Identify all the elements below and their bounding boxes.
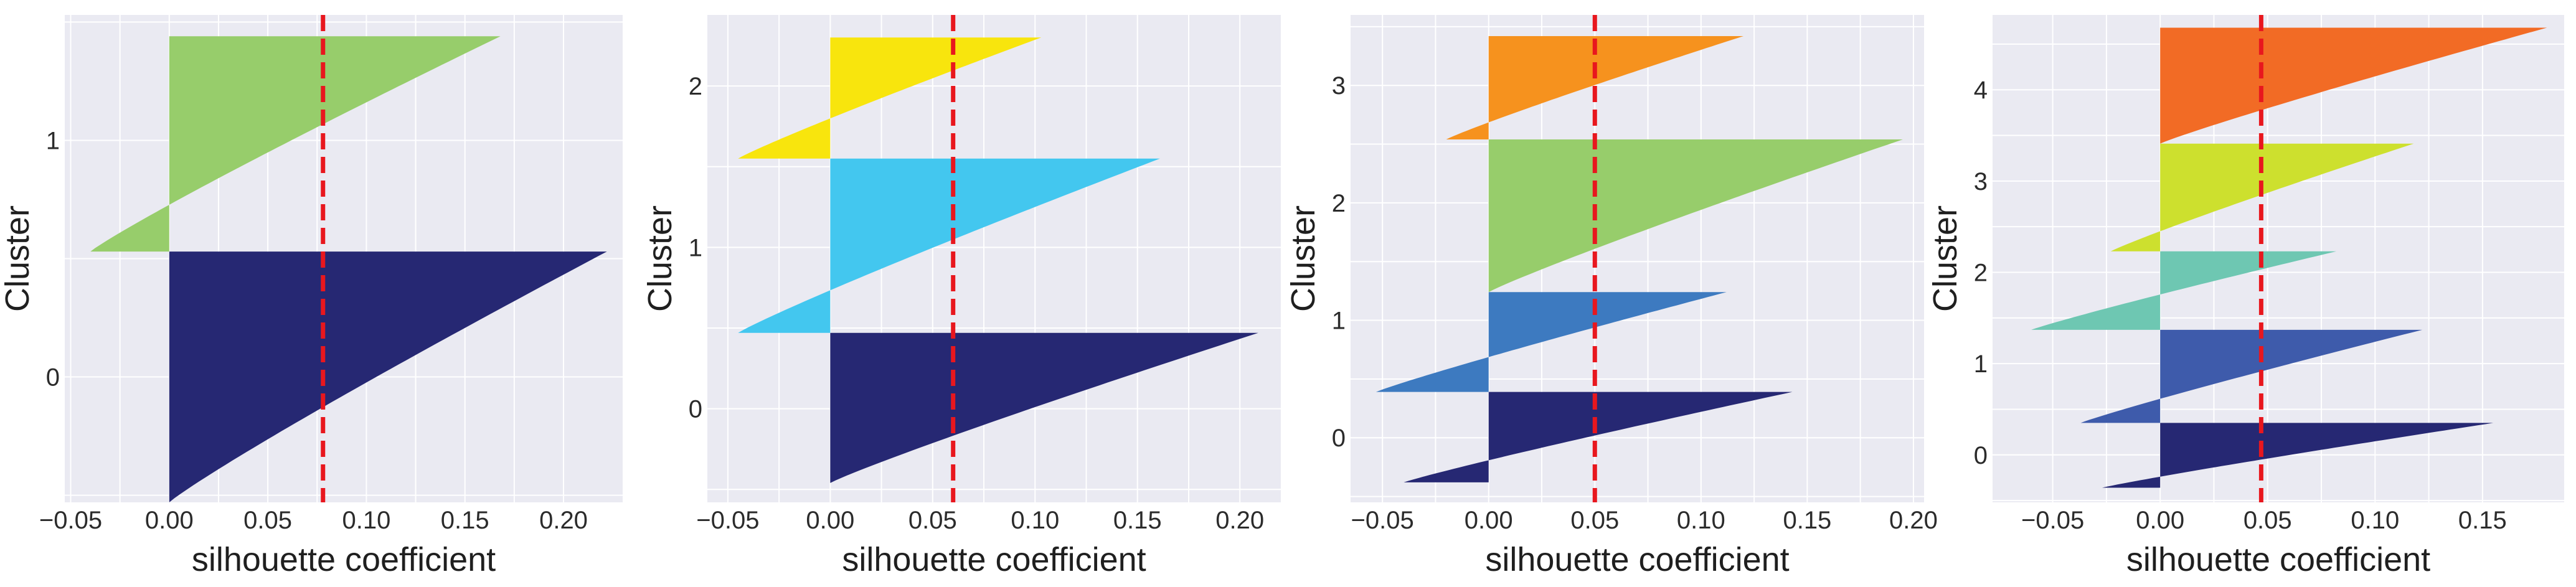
x-tick-label: 0.00 <box>2136 507 2184 534</box>
x-tick-label: 0.20 <box>1215 507 1264 534</box>
cluster-1-silhouette <box>90 36 501 252</box>
cluster-1-silhouette <box>2080 329 2423 423</box>
x-tick-label: 0.15 <box>1783 507 1831 534</box>
silhouette-panel-3: −0.05 0.00 0.05 0.10 0.15 0.20 0 1 2 3 silhouette … <box>1285 15 1938 578</box>
y-tick-label: 3 <box>1974 168 1988 195</box>
y-tick-label: 4 <box>1974 77 1988 104</box>
y-tick-label: 2 <box>1974 259 1988 286</box>
x-tick-label: 0.05 <box>2243 507 2292 534</box>
silhouette-panel-4: −0.05 0.00 0.05 0.10 0.15 0 1 2 3 4 silhouette coe… <box>1927 15 2564 578</box>
silhouette-panel-2: −0.05 0.00 0.05 0.10 0.15 0.20 0 1 2 silhouette c… <box>641 15 1281 578</box>
plot-background <box>1351 15 1924 502</box>
y-tick-label: 1 <box>46 127 60 154</box>
y-tick-label: 3 <box>1332 72 1346 100</box>
cluster-1-silhouette <box>738 158 1160 333</box>
x-tick-label: 0.15 <box>1113 507 1162 534</box>
x-axis-label: silhouette coefficient <box>842 541 1146 578</box>
y-tick-label: 1 <box>1974 350 1988 378</box>
y-axis-label: Cluster <box>641 205 679 312</box>
y-axis-label: Cluster <box>1927 205 1964 312</box>
cluster-1-silhouette <box>1375 292 1727 392</box>
cluster-0-silhouette <box>1404 392 1793 482</box>
plot-background <box>707 15 1281 502</box>
silhouette-panel-1: −0.05 0.00 0.05 0.10 0.15 0.20 0 1 silhouette co… <box>0 15 623 578</box>
x-axis-label: silhouette coefficient <box>1485 541 1789 578</box>
x-tick-label: 0.10 <box>1011 507 1059 534</box>
cluster-4-silhouette <box>2160 27 2547 144</box>
x-tick-label: 0.15 <box>2458 507 2507 534</box>
y-axis-label: Cluster <box>1285 205 1322 312</box>
x-axis-label: silhouette coefficient <box>192 541 496 578</box>
cluster-2-silhouette <box>738 37 1042 159</box>
x-tick-label: 0.20 <box>539 507 588 534</box>
y-tick-label: 0 <box>689 396 702 423</box>
x-tick-label: 0.10 <box>1677 507 1725 534</box>
x-tick-label: −0.05 <box>39 507 102 534</box>
y-tick-label: 0 <box>46 364 60 392</box>
y-tick-label: 2 <box>1332 190 1346 217</box>
cluster-3-silhouette <box>2110 143 2414 251</box>
x-tick-label: 0.15 <box>441 507 489 534</box>
x-tick-label: 0.20 <box>1889 507 1938 534</box>
x-tick-label: 0.00 <box>1465 507 1513 534</box>
cluster-0-silhouette <box>2102 423 2494 488</box>
x-tick-label: −0.05 <box>1351 507 1414 534</box>
y-tick-label: 1 <box>689 234 702 261</box>
x-tick-label: −0.05 <box>696 507 759 534</box>
cluster-2-silhouette <box>1488 139 1903 293</box>
x-tick-label: 0.10 <box>2351 507 2399 534</box>
x-tick-label: 0.05 <box>908 507 957 534</box>
cluster-2-silhouette <box>2031 251 2337 330</box>
y-tick-label: 0 <box>1332 425 1346 452</box>
x-tick-label: 0.05 <box>243 507 292 534</box>
x-tick-label: 0.00 <box>806 507 854 534</box>
y-tick-label: 2 <box>689 73 702 100</box>
x-tick-label: 0.05 <box>1570 507 1619 534</box>
cluster-0-silhouette <box>169 251 607 502</box>
cluster-3-silhouette <box>1446 35 1744 140</box>
cluster-0-silhouette <box>830 332 1258 483</box>
x-tick-label: −0.05 <box>2021 507 2084 534</box>
y-axis-label: Cluster <box>0 205 36 312</box>
y-tick-label: 1 <box>1332 308 1346 335</box>
y-tick-label: 0 <box>1974 442 1988 469</box>
x-tick-label: 0.00 <box>145 507 194 534</box>
x-tick-label: 0.10 <box>342 507 390 534</box>
x-axis-label: silhouette coefficient <box>2126 541 2430 578</box>
